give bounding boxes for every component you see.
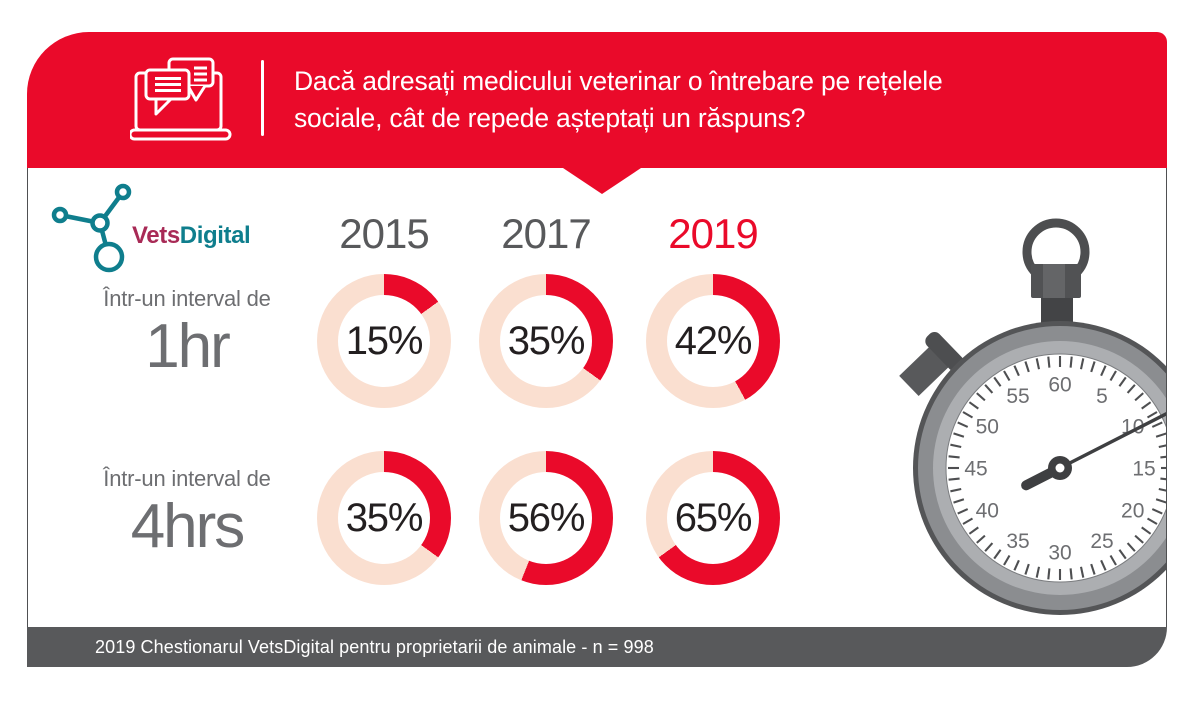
vetsdigital-logo: VetsDigital [50,178,330,283]
svg-text:15: 15 [1132,458,1155,481]
svg-text:60: 60 [1048,374,1071,397]
network-nodes-icon [51,183,132,273]
svg-text:5: 5 [1096,385,1108,408]
card-body: VetsDigital 2015 2017 2019 Într-un inter… [27,168,1167,627]
donut-value: 35% [507,318,586,363]
donut-value: 35% [345,495,424,540]
row-label-1hr: Într-un interval de 1hr [56,286,318,380]
row-time-value: 1hr [145,312,231,381]
svg-text:45: 45 [964,458,987,481]
header-notch [563,168,641,194]
svg-text:50: 50 [976,416,999,439]
donut-1hr-2019: 42% [646,274,780,408]
svg-text:35: 35 [1006,530,1029,553]
donut-1hr-2017: 35% [479,274,613,408]
question-line-2: sociale, cât de repede așteptați un răsp… [294,102,806,133]
question-line-1: Dacă adresați medicului veterinar o într… [294,66,943,96]
donut-4hrs-2015: 35% [317,451,451,585]
row-prefix: Într-un interval de [103,286,271,311]
survey-question: Dacă adresați medicului veterinar o într… [294,63,1094,136]
stopwatch-crown [1031,264,1081,326]
laptop-chat-icon [130,57,232,141]
svg-text:55: 55 [1006,385,1029,408]
row-time-value: 4hrs [130,492,246,561]
donut-value: 15% [345,318,424,363]
header-banner: Dacă adresați medicului veterinar o într… [27,32,1167,168]
dial-marks [948,356,1166,580]
row-label-4hrs: Într-un interval de 4hrs [56,466,318,560]
stopwatch-needle [1058,412,1166,470]
infographic-card: Dacă adresați medicului veterinar o într… [27,32,1167,667]
year-header-2017: 2017 [501,210,591,257]
svg-text:20: 20 [1121,500,1144,523]
stopwatch-side-button [899,332,964,397]
svg-text:30: 30 [1048,542,1071,565]
svg-text:40: 40 [976,500,999,523]
donut-value: 65% [674,495,753,540]
chat-bubble-front-icon [144,68,191,116]
year-header-2019: 2019 [668,210,758,257]
donut-value: 42% [674,318,753,363]
logo-digital: Digital [179,222,251,249]
header-divider [261,60,264,136]
year-header-2015: 2015 [339,210,429,257]
footer-bar: 2019 Chestionarul VetsDigital pentru pro… [27,627,1167,667]
logo-vets: Vets [132,222,180,249]
donut-1hr-2015: 15% [317,274,451,408]
logo-wordmark: VetsDigital [132,222,251,250]
donut-4hrs-2019: 65% [646,451,780,585]
donut-value: 56% [507,495,586,540]
source-note: 2019 Chestionarul VetsDigital pentru pro… [95,637,654,657]
donut-4hrs-2017: 56% [479,451,613,585]
row-prefix: Într-un interval de [103,466,271,491]
svg-text:25: 25 [1090,530,1113,553]
